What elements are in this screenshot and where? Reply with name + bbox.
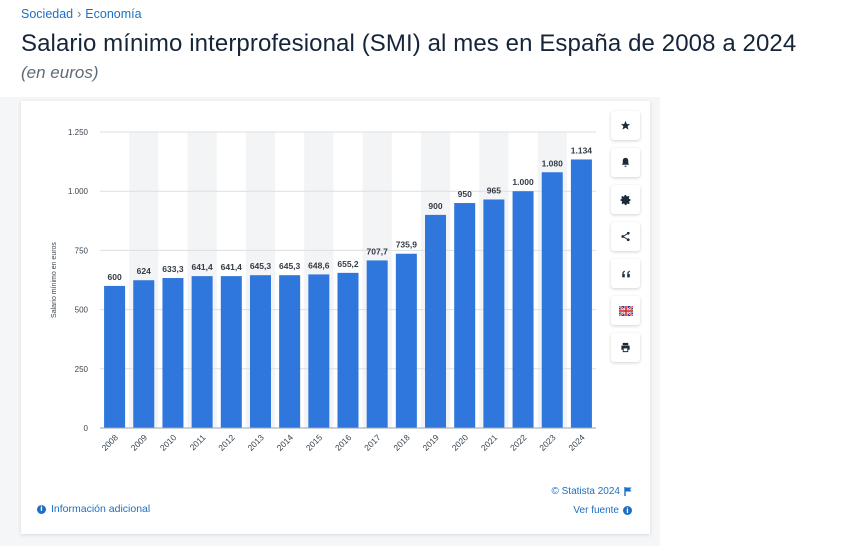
- share-button[interactable]: [611, 222, 640, 251]
- x-tick-label: 2018: [391, 432, 412, 453]
- data-label: 1.000: [512, 177, 534, 187]
- bell-icon: [621, 157, 630, 167]
- bar: [337, 272, 359, 428]
- data-label: 950: [458, 189, 472, 199]
- data-label: 641,4: [191, 262, 213, 272]
- x-tick-label: 2023: [537, 432, 558, 453]
- flag-icon: [618, 305, 633, 316]
- copyright-label: © Statista 2024: [551, 486, 620, 497]
- data-label: 645,3: [279, 261, 301, 271]
- bar: [191, 276, 213, 428]
- data-label: 900: [428, 201, 442, 211]
- y-tick-label: 250: [75, 365, 89, 374]
- print-button[interactable]: [611, 333, 640, 362]
- bar: [308, 274, 330, 428]
- x-tick-label: 2014: [275, 432, 296, 453]
- view-source-label: Ver fuente: [573, 505, 619, 516]
- y-tick-label: 1.250: [68, 128, 89, 137]
- x-tick-label: 2012: [216, 432, 237, 453]
- y-tick-label: 750: [75, 246, 89, 255]
- y-axis-label: Salario mínimo en euros: [51, 242, 58, 318]
- bar: [512, 191, 534, 428]
- settings-button[interactable]: [611, 185, 640, 214]
- data-label: 707,7: [367, 246, 389, 256]
- copyright-note: © Statista 2024: [551, 486, 632, 497]
- info-icon: i: [37, 504, 46, 514]
- bar: [133, 280, 155, 428]
- bar: [570, 159, 592, 428]
- bar: [249, 275, 271, 428]
- language-button[interactable]: [611, 296, 640, 325]
- x-tick-label: 2013: [245, 432, 266, 453]
- data-label: 645,3: [250, 261, 272, 271]
- additional-info-link[interactable]: i Información adicional: [37, 503, 150, 515]
- x-tick-label: 2022: [508, 432, 529, 453]
- x-tick-label: 2024: [566, 432, 587, 453]
- y-tick-label: 1.000: [68, 187, 89, 196]
- page-title: Salario mínimo interprofesional (SMI) al…: [21, 30, 797, 57]
- x-tick-label: 2009: [129, 432, 150, 453]
- star-icon: [620, 120, 631, 130]
- data-label: 655,2: [337, 259, 359, 269]
- data-label: 965: [487, 185, 501, 195]
- x-tick-label: 2015: [304, 432, 325, 453]
- bar: [162, 278, 184, 428]
- page-subtitle: (en euros): [21, 63, 99, 82]
- x-tick-label: 2020: [450, 432, 471, 453]
- cite-button[interactable]: [611, 259, 640, 288]
- x-tick-label: 2008: [100, 432, 121, 453]
- additional-info-label: Información adicional: [51, 503, 151, 515]
- gear-icon: [620, 194, 630, 205]
- y-tick-label: 0: [84, 424, 89, 433]
- x-tick-label: 2019: [420, 432, 441, 453]
- data-label: 1.134: [571, 145, 593, 155]
- data-label: 641,4: [221, 262, 243, 272]
- y-tick-label: 500: [75, 306, 89, 315]
- share-icon: [621, 231, 630, 242]
- breadcrumb: Sociedad › Economía: [21, 7, 142, 21]
- breadcrumb-item-sociedad[interactable]: Sociedad: [21, 7, 74, 21]
- x-tick-label: 2021: [479, 432, 500, 453]
- favorite-button[interactable]: [611, 111, 640, 140]
- flag-small-icon: [624, 487, 632, 496]
- x-tick-label: 2016: [333, 432, 354, 453]
- bar: [483, 199, 505, 428]
- bar: [425, 214, 447, 428]
- breadcrumb-item-economia[interactable]: Economía: [85, 7, 142, 21]
- x-tick-label: 2011: [188, 432, 208, 452]
- bar: [279, 275, 301, 428]
- bar: [395, 253, 417, 428]
- bar: [454, 203, 476, 428]
- data-label: 1.080: [542, 158, 564, 168]
- data-label: 633,3: [162, 264, 184, 274]
- bar: [220, 276, 242, 428]
- x-tick-label: 2017: [362, 432, 383, 453]
- bar: [541, 172, 563, 428]
- notification-button[interactable]: [611, 148, 640, 177]
- view-source-link[interactable]: Ver fuente i: [573, 505, 632, 516]
- bar: [366, 260, 388, 428]
- data-label: 624: [137, 266, 151, 276]
- data-label: 648,6: [308, 260, 330, 270]
- bar: [104, 285, 126, 428]
- breadcrumb-separator: ›: [77, 7, 82, 21]
- x-tick-label: 2010: [158, 432, 179, 453]
- data-label: 600: [107, 272, 121, 282]
- info-icon: i: [623, 506, 632, 515]
- print-icon: [621, 342, 630, 353]
- quote-icon: [621, 270, 630, 277]
- data-label: 735,9: [396, 240, 418, 250]
